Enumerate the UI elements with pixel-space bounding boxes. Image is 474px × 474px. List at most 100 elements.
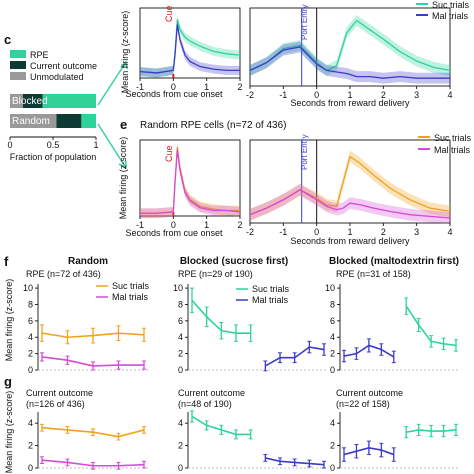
panel-g-letter: g	[4, 374, 12, 389]
legend-rpe-label: RPE	[30, 50, 49, 60]
series-band-0	[250, 15, 450, 76]
tick-label: 0	[314, 90, 319, 100]
bar-blocked-1	[22, 94, 43, 108]
legend-unmodulated-label: Unmodulated	[30, 72, 84, 82]
y-tick-label: 6	[28, 316, 33, 326]
e-legend-suc: Suc trials	[434, 133, 472, 143]
top-xlabel-right: Seconds from reward delivery	[290, 98, 410, 108]
y-tick-label: 8	[28, 299, 33, 309]
panel-g-plots: 0 2 4 0 2 4 0 2 4	[28, 410, 460, 473]
tick-label: 2	[381, 227, 386, 237]
panel-f-plots: 0 2 4 6 8 10 0 2 4 6 8 10 0 2 4 6 8 10	[23, 283, 460, 375]
bar-random-1	[56, 114, 82, 128]
y-tick-label: 10	[23, 283, 33, 293]
y-tick-label: 0	[330, 365, 335, 375]
f-subtitle-blocked-malto: RPE (n=31 of 158)	[336, 269, 411, 279]
bar-random-0	[81, 114, 96, 128]
bar-blocked-0	[42, 94, 96, 108]
tick-label: 2	[237, 220, 242, 230]
tick-label: -1	[136, 82, 144, 92]
panel-e-ylabel: Mean firing (z-score)	[118, 137, 128, 220]
tick-label: 3	[414, 227, 419, 237]
y-tick-label: 2	[330, 441, 335, 451]
top-reward-plot: -2 -1 0 1 2 3 4	[246, 7, 453, 100]
arrow-e-head	[118, 161, 127, 170]
tick-label: 0	[314, 227, 319, 237]
f-legend2-suc: Suc trials	[252, 284, 290, 294]
series-band-1	[250, 183, 450, 224]
top-xlabel-left: Seconds from cue onset	[125, 89, 223, 99]
panel-e-cue-plot: -1 0 1 2	[136, 139, 243, 230]
y-tick-label: 10	[325, 283, 335, 293]
series-line-1	[139, 24, 240, 74]
series-band-0	[140, 15, 240, 78]
top-ylabel: Mean firing (z-score)	[120, 11, 130, 94]
tick-label: 1	[347, 90, 352, 100]
series-line-1	[249, 189, 451, 219]
plot-frame	[139, 7, 241, 79]
f-title-blocked-sucrose: Blocked (sucrose first)	[180, 256, 288, 267]
g-subtitle-2a: Current outcome	[178, 388, 245, 398]
series-line-0	[249, 19, 451, 72]
y-tick-label: 0	[28, 463, 33, 473]
top-cue-plot: -1 0 1 2	[136, 7, 243, 92]
panel-g-ylabel: Mean firing (z-score)	[4, 391, 14, 474]
f-title-blocked-malto: Blocked (maltodextrin first)	[329, 256, 459, 267]
top-port-entry-label: Port Entry	[300, 4, 309, 40]
g-subtitle-1a: Current outcome	[26, 388, 93, 398]
y-tick-label: 4	[28, 332, 33, 342]
top-legend-suc: Suc trials	[432, 0, 470, 10]
panel-e-port-entry-label: Port Entry	[300, 134, 309, 170]
bar-random-2	[10, 114, 57, 128]
top-legend-mal: Mal trials	[432, 11, 469, 21]
f-legend2-mal: Mal trials	[252, 295, 289, 305]
panel-c-tick-05: 0.5	[47, 140, 60, 150]
series-line-1	[140, 149, 241, 214]
top-cue-label: Cue	[164, 5, 174, 22]
panel-e-xlabel-right: Seconds from reward delivery	[290, 236, 410, 246]
series-band-1	[140, 20, 240, 78]
tick-label: 0	[171, 220, 176, 230]
panel-c-xlabel: Fraction of population	[10, 152, 97, 162]
legend-current-outcome-label: Current outcome	[30, 61, 97, 71]
y-tick-label: 2	[28, 441, 33, 451]
series-band-1	[140, 144, 240, 219]
y-tick-label: 0	[28, 365, 33, 375]
panel-e-xlabel-left: Seconds from cue onset	[125, 228, 223, 238]
y-tick-label: 2	[330, 349, 335, 359]
tick-label: -1	[136, 220, 144, 230]
row-label-blocked: Blocked	[12, 96, 48, 107]
panel-c-tick-0: 0	[7, 140, 12, 150]
tick-label: 3	[414, 90, 419, 100]
legend-rpe-swatch	[10, 50, 26, 58]
y-tick-label: 2	[28, 349, 33, 359]
arrow-to-e	[97, 123, 127, 169]
y-tick-label: 4	[330, 418, 335, 428]
panel-e-title: Random RPE cells (n=72 of 436)	[140, 120, 286, 131]
tick-label: -1	[279, 227, 287, 237]
f-subtitle-random: RPE (n=72 of 436)	[26, 269, 101, 279]
g-subtitle-3a: Current outcome	[336, 388, 403, 398]
f-legend-mal: Mal trials	[112, 292, 149, 302]
y-tick-label: 4	[178, 332, 183, 342]
g-subtitle-2b: (n=48 of 190)	[178, 399, 232, 409]
tick-label: -2	[246, 227, 254, 237]
plot-frame	[139, 139, 241, 217]
panel-f-ylabel: Mean firing (z-score)	[4, 279, 14, 362]
g-subtitle-1b: (n=126 of 436)	[26, 399, 85, 409]
series-band-1	[250, 41, 450, 84]
y-tick-label: 2	[178, 441, 183, 451]
panel-f-letter: f	[4, 254, 9, 269]
tick-label: 1	[347, 227, 352, 237]
panel-c-tick-1: 1	[93, 140, 98, 150]
y-tick-label: 6	[178, 316, 183, 326]
tick-label: -1	[279, 90, 287, 100]
panel-c-letter: c	[4, 32, 11, 47]
panel-c-stacked-bars	[9, 94, 97, 140]
panel-e-reward-plot: -2 -1 0 1 2 3 4	[246, 139, 453, 237]
legend-current-outcome-swatch	[10, 61, 26, 69]
arrow-top-head	[120, 60, 128, 70]
series-line-1	[249, 46, 450, 79]
y-tick-label: 4	[178, 418, 183, 428]
series-band-0	[250, 150, 450, 221]
